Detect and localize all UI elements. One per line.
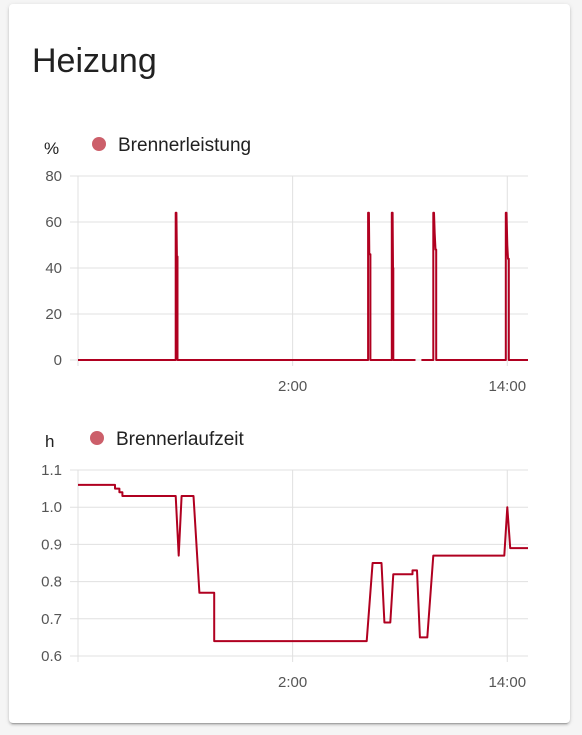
y-tick-label: 0.6 [41, 648, 62, 665]
x-tick-label: 14:00 [489, 378, 527, 395]
series-line[interactable] [78, 211, 416, 361]
y-tick-label: 80 [45, 168, 62, 185]
y-tick-label: 0 [54, 352, 62, 369]
y-tick-label: 20 [45, 306, 62, 323]
x-tick-label: 2:00 [278, 378, 307, 395]
series-line[interactable] [421, 211, 528, 361]
legend-marker[interactable] [92, 137, 106, 151]
y-tick-label: 0.8 [41, 574, 62, 591]
y-unit-label: % [44, 139, 59, 158]
brennerleistung-chart[interactable]: % Brennerleistung 0 20 40 60 80 2:00 14:00 [0, 0, 582, 400]
x-tick-label: 2:00 [278, 674, 307, 691]
legend-marker[interactable] [90, 431, 104, 445]
y-tick-label: 60 [45, 214, 62, 231]
y-tick-label: 40 [45, 260, 62, 277]
card-title: Heizung [32, 42, 157, 80]
y-tick-label: 1.1 [41, 462, 62, 479]
series-line[interactable] [78, 483, 528, 643]
legend-label[interactable]: Brennerlaufzeit [116, 429, 245, 450]
x-tick-label: 14:00 [489, 674, 527, 691]
y-unit-label: h [45, 432, 54, 451]
y-tick-label: 0.9 [41, 536, 62, 553]
legend-label[interactable]: Brennerleistung [118, 135, 251, 156]
y-tick-label: 0.7 [41, 611, 62, 628]
heizung-card: Heizung [9, 4, 570, 723]
y-tick-label: 1.0 [41, 499, 62, 516]
